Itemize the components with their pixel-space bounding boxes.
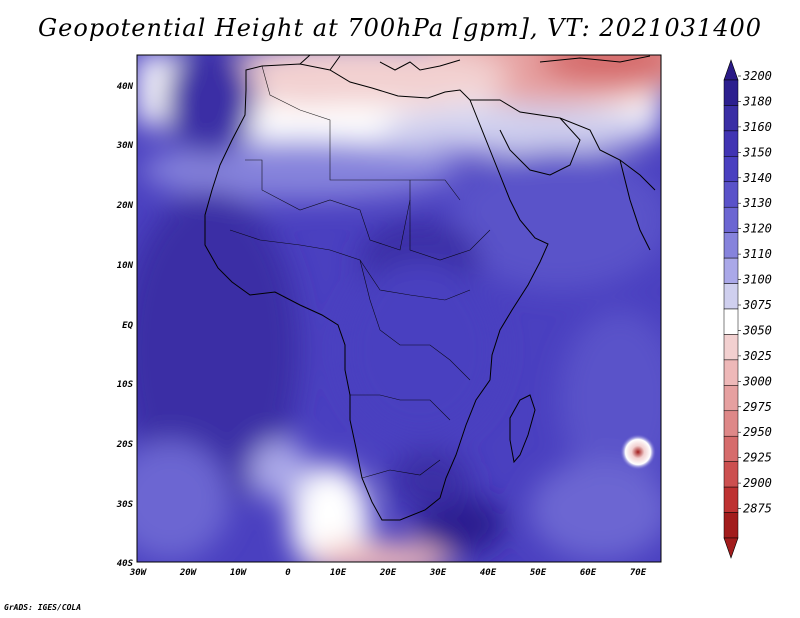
colorbar-label: 3200 (742, 69, 772, 83)
colorbar-swatch (723, 486, 739, 513)
colorbar-swatch (723, 181, 739, 208)
colorbar-swatch (723, 512, 739, 539)
colorbar-label: 2900 (743, 476, 772, 490)
colorbar-swatch (723, 79, 739, 106)
latitude-axis: 40N 30N 20N 10N EQ 10S 20S 30S 40S (116, 82, 134, 569)
lon-tick-label: 20W (179, 568, 198, 578)
country-borders (229, 65, 491, 479)
lon-tick-label: 10W (230, 568, 248, 578)
colorbar-label: 3100 (742, 273, 772, 287)
colorbar-top-arrow (723, 59, 739, 81)
colorbar-bottom-arrow (723, 537, 739, 559)
colorbar-label: 3130 (742, 196, 772, 210)
colorbar-swatch (723, 461, 739, 488)
lat-tick-label: 20S (116, 440, 134, 450)
lon-tick-label: 50E (530, 568, 547, 578)
colorbar-label: 3180 (742, 94, 772, 108)
lat-tick-label: 10N (117, 261, 134, 271)
lon-tick-label: 70E (630, 568, 647, 578)
colorbar-label: 3160 (742, 120, 772, 134)
colorbar-label: 2925 (743, 451, 772, 465)
colorbar-legend: 3200 3180 3160 3150 3140 3130 3120 3110 3100 3075… (723, 59, 772, 559)
lon-tick-label: 0 (285, 568, 291, 578)
lon-tick-label: 60E (580, 568, 597, 578)
colorbar-swatch (723, 385, 739, 412)
colorbar-label: 3000 (742, 374, 772, 388)
lat-tick-label: 30S (116, 500, 134, 510)
colorbar-swatch (723, 156, 739, 183)
lon-tick-label: 20E (379, 568, 397, 578)
colorbar-swatch (723, 435, 739, 462)
colorbar-swatch (723, 257, 739, 284)
colorbar-label: 2950 (743, 425, 772, 439)
colorbar-label: 3120 (742, 222, 772, 236)
lat-tick-label: EQ (122, 321, 133, 331)
coastlines (204, 55, 656, 521)
colorbar-swatch (723, 206, 739, 233)
colorbar-label: 3050 (742, 323, 772, 337)
colorbar-swatch (723, 130, 739, 157)
height-field (137, 55, 661, 562)
colorbar-swatch (723, 232, 739, 259)
colorbar-label: 3025 (742, 349, 772, 363)
colorbar-swatch (723, 410, 739, 437)
lat-tick-label: 40S (117, 559, 134, 569)
colorbar-swatch (723, 359, 739, 386)
lon-tick-label: 10E (330, 568, 347, 578)
colorbar-label: 3110 (742, 247, 772, 261)
colorbar-label: 3150 (742, 145, 772, 159)
chart-title: Geopotential Height at 700hPa [gpm], VT:… (38, 14, 762, 42)
colorbar-swatch (723, 308, 739, 335)
colorbar-label: 2875 (743, 502, 772, 516)
lat-tick-label: 30N (116, 141, 134, 151)
colorbar-swatch (723, 334, 739, 361)
lat-tick-label: 10S (117, 380, 134, 390)
colorbar-swatch (723, 283, 739, 310)
footer-credit: GrADS: IGES/COLA (4, 603, 82, 612)
colorbar-swatch (723, 105, 739, 132)
lon-tick-label: 40E (480, 568, 497, 578)
lon-tick-label: 30W (129, 568, 148, 578)
colorbar-label: 3075 (742, 298, 772, 312)
colorbar-label: 3140 (742, 171, 772, 185)
map-frame (136, 54, 662, 563)
longitude-axis: 30W 20W 10W 0 10E 20E 30E 40E 50E 60E 70… (129, 568, 647, 578)
lon-tick-label: 30E (429, 568, 447, 578)
lat-tick-label: 20N (116, 201, 134, 211)
lat-tick-label: 40N (117, 82, 134, 92)
colorbar-label: 2975 (743, 400, 772, 414)
